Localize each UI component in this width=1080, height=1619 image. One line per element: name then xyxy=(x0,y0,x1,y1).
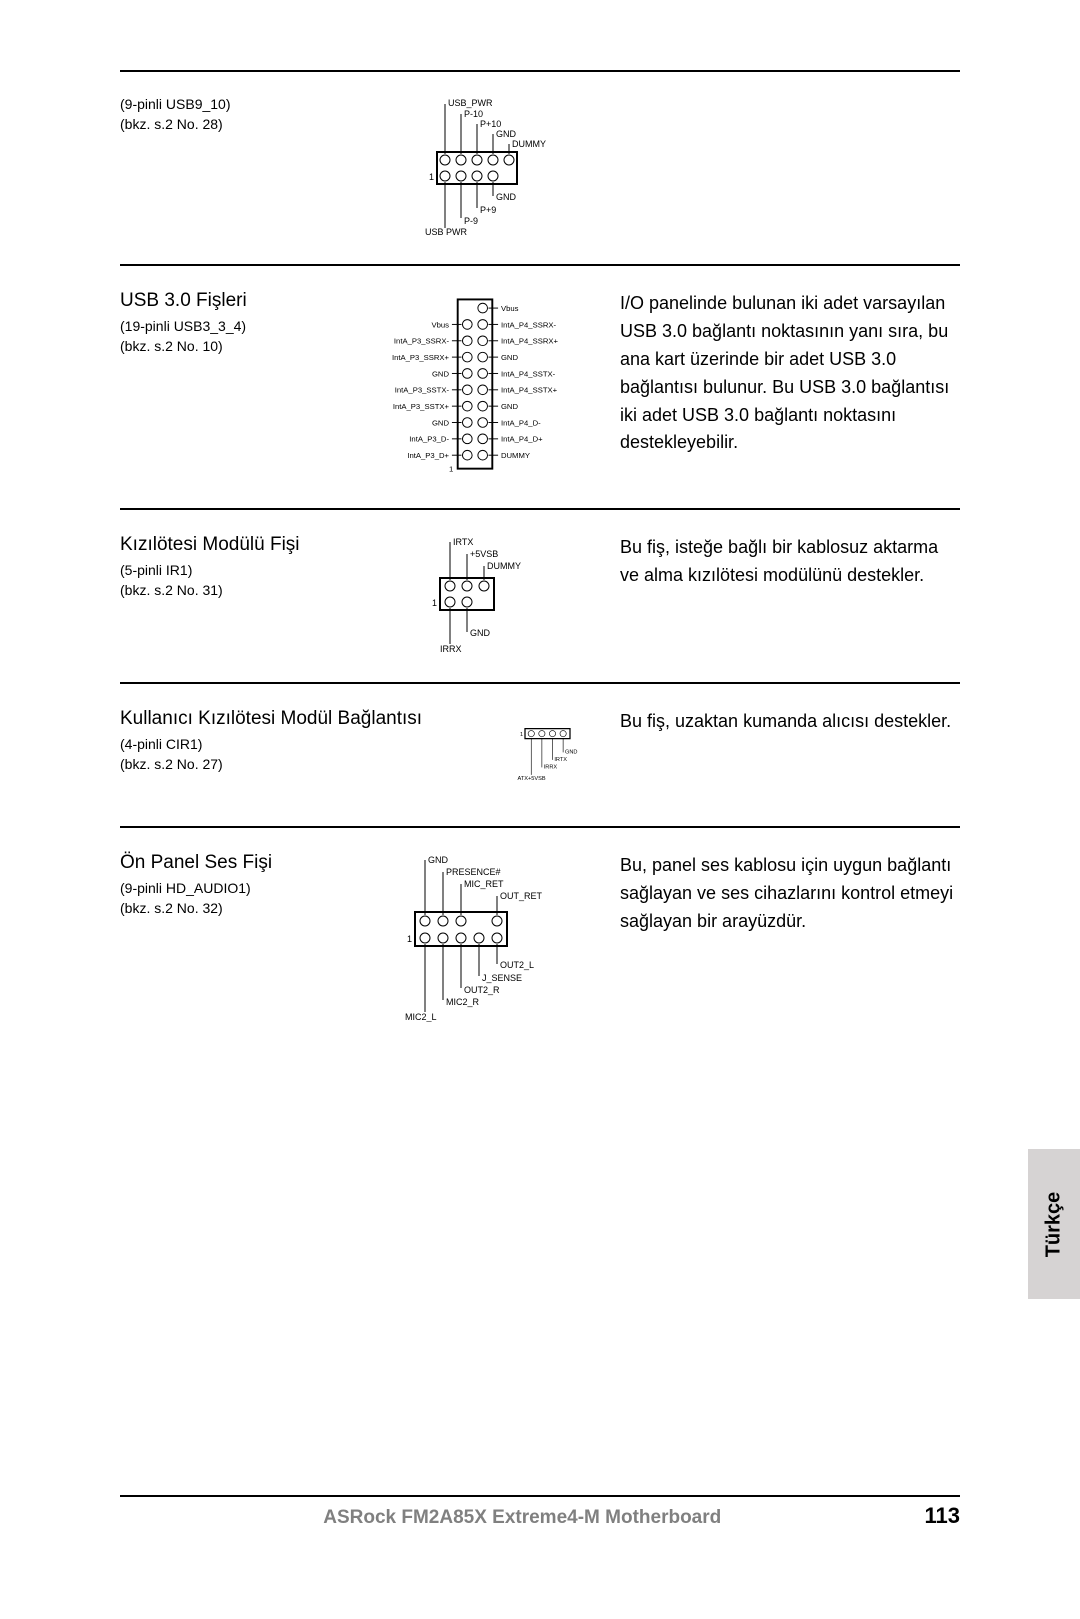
svg-text:IntA_P4_SSRX-: IntA_P4_SSRX- xyxy=(501,320,557,329)
svg-text:1: 1 xyxy=(520,732,523,738)
left-col: USB 3.0 Fişleri (19-pinli USB3_3_4) (bkz… xyxy=(120,290,350,358)
svg-text:IntA_P3_SSTX-: IntA_P3_SSTX- xyxy=(395,386,450,395)
footer-text: ASRock FM2A85X Extreme4-M Motherboard xyxy=(120,1507,925,1529)
desc: Bu fiş, isteğe bağlı bir kablosuz aktarm… xyxy=(600,534,960,590)
diagram-ir1: IRTX +5VSB DUMMY IRRX GND 1 xyxy=(350,534,600,654)
page-number: 113 xyxy=(925,1503,961,1529)
svg-text:USB_PWR: USB_PWR xyxy=(448,98,493,108)
svg-text:IRTX: IRTX xyxy=(453,537,473,547)
sub2: (bkz. s.2 No. 27) xyxy=(120,756,500,772)
svg-text:GND: GND xyxy=(428,855,449,865)
svg-text:IntA_P3_SSRX-: IntA_P3_SSRX- xyxy=(394,337,450,346)
svg-text:GND: GND xyxy=(496,129,517,139)
svg-text:J_SENSE: J_SENSE xyxy=(482,973,522,983)
svg-text:IRRX: IRRX xyxy=(544,765,558,771)
sub2: (bkz. s.2 No. 31) xyxy=(120,582,350,598)
svg-text:GND: GND xyxy=(470,628,491,638)
section-audio: Ön Panel Ses Fişi (9-pinli HD_AUDIO1) (b… xyxy=(120,828,960,1082)
svg-text:DUMMY: DUMMY xyxy=(487,561,521,571)
svg-text:IRRX: IRRX xyxy=(440,644,462,654)
diagram-cir1: GND IRTX IRRX ATX+5VSB 1 xyxy=(500,708,600,798)
sub2: (bkz. s.2 No. 10) xyxy=(120,338,350,354)
section-ir1: Kızılötesi Modülü Fişi (5-pinli IR1) (bk… xyxy=(120,510,960,682)
svg-text:IntA_P3_D-: IntA_P3_D- xyxy=(409,435,449,444)
svg-text:GND: GND xyxy=(501,402,519,411)
svg-text:OUT_RET: OUT_RET xyxy=(500,891,543,901)
svg-text:OUT2_L: OUT2_L xyxy=(500,960,534,970)
svg-text:GND: GND xyxy=(432,369,450,378)
svg-text:GND: GND xyxy=(565,750,577,756)
desc: I/O panelinde bulunan iki adet varsayıla… xyxy=(600,290,960,457)
left-col: Kullanıcı Kızılötesi Modül Bağlantısı (4… xyxy=(120,708,500,776)
language-tab: Türkçe xyxy=(1028,1149,1080,1299)
svg-text:PRESENCE#: PRESENCE# xyxy=(446,867,501,877)
svg-text:1: 1 xyxy=(449,465,453,474)
svg-text:IntA_P3_D+: IntA_P3_D+ xyxy=(407,451,449,460)
sub1: (9-pinli HD_AUDIO1) xyxy=(120,880,350,896)
svg-text:P-9: P-9 xyxy=(464,216,478,226)
title: Kullanıcı Kızılötesi Modül Bağlantısı xyxy=(120,708,500,730)
svg-text:IntA_P4_SSRX+: IntA_P4_SSRX+ xyxy=(501,337,559,346)
diagram-audio: GND PRESENCE# MIC_RET OUT_RET MIC2_L MIC… xyxy=(350,852,600,1022)
svg-text:1: 1 xyxy=(432,598,437,608)
sub1: (9-pinli USB9_10) xyxy=(120,96,350,112)
svg-text:Vbus: Vbus xyxy=(501,304,519,313)
svg-text:1: 1 xyxy=(429,172,434,182)
sub2: (bkz. s.2 No. 28) xyxy=(120,116,350,132)
left-col: (9-pinli USB9_10) (bkz. s.2 No. 28) xyxy=(120,96,350,136)
sub1: (19-pinli USB3_3_4) xyxy=(120,318,350,334)
title: USB 3.0 Fişleri xyxy=(120,290,350,312)
svg-text:IntA_P4_D+: IntA_P4_D+ xyxy=(501,435,543,444)
svg-text:P-10: P-10 xyxy=(464,109,483,119)
sub2: (bkz. s.2 No. 32) xyxy=(120,900,350,916)
left-col: Ön Panel Ses Fişi (9-pinli HD_AUDIO1) (b… xyxy=(120,852,350,920)
svg-text:DUMMY: DUMMY xyxy=(501,451,530,460)
svg-text:ATX+5VSB: ATX+5VSB xyxy=(518,776,546,782)
sub1: (4-pinli CIR1) xyxy=(120,736,500,752)
title: Ön Panel Ses Fişi xyxy=(120,852,350,874)
svg-text:1: 1 xyxy=(407,934,412,944)
svg-text:P+10: P+10 xyxy=(480,119,501,129)
svg-text:IntA_P4_SSTX-: IntA_P4_SSTX- xyxy=(501,369,556,378)
svg-text:IRTX: IRTX xyxy=(554,757,567,763)
svg-text:IntA_P3_SSTX+: IntA_P3_SSTX+ xyxy=(393,402,450,411)
desc: Bu fiş, uzaktan kumanda alıcısı destekle… xyxy=(600,708,960,736)
svg-text:IntA_P4_SSTX+: IntA_P4_SSTX+ xyxy=(501,386,558,395)
svg-text:P+9: P+9 xyxy=(480,205,496,215)
svg-text:MIC2_R: MIC2_R xyxy=(446,997,480,1007)
section-cir1: Kullanıcı Kızılötesi Modül Bağlantısı (4… xyxy=(120,684,960,826)
svg-text:IntA_P3_SSRX+: IntA_P3_SSRX+ xyxy=(392,353,450,362)
svg-text:+5VSB: +5VSB xyxy=(470,549,498,559)
desc: Bu, panel ses kablosu için uygun bağlant… xyxy=(600,852,960,936)
left-col: Kızılötesi Modülü Fişi (5-pinli IR1) (bk… xyxy=(120,534,350,602)
svg-text:DUMMY: DUMMY xyxy=(512,139,546,149)
svg-text:GND: GND xyxy=(432,418,450,427)
title: Kızılötesi Modülü Fişi xyxy=(120,534,350,556)
svg-text:Vbus: Vbus xyxy=(432,320,450,329)
svg-text:GND: GND xyxy=(496,192,517,202)
svg-text:GND: GND xyxy=(501,353,519,362)
section-usb3: USB 3.0 Fişleri (19-pinli USB3_3_4) (bkz… xyxy=(120,266,960,508)
diagram-usb3: Vbus IntA_P4_SSRX- Vbus IntA_P4_SSRX+ IntA_P… xyxy=(350,290,600,480)
svg-text:IntA_P4_D-: IntA_P4_D- xyxy=(501,418,541,427)
svg-text:USB PWR: USB PWR xyxy=(425,227,468,236)
sub1: (5-pinli IR1) xyxy=(120,562,350,578)
svg-text:MIC_RET: MIC_RET xyxy=(464,879,504,889)
svg-text:OUT2_R: OUT2_R xyxy=(464,985,500,995)
footer: ASRock FM2A85X Extreme4-M Motherboard 11… xyxy=(120,1487,960,1529)
svg-text:MIC2_L: MIC2_L xyxy=(405,1012,437,1022)
diagram-usb2: USB_PWR P-10 P+10 GND DUMMY USB PWR P-9 … xyxy=(350,96,600,236)
section-usb2: (9-pinli USB9_10) (bkz. s.2 No. 28) USB_… xyxy=(120,72,960,264)
